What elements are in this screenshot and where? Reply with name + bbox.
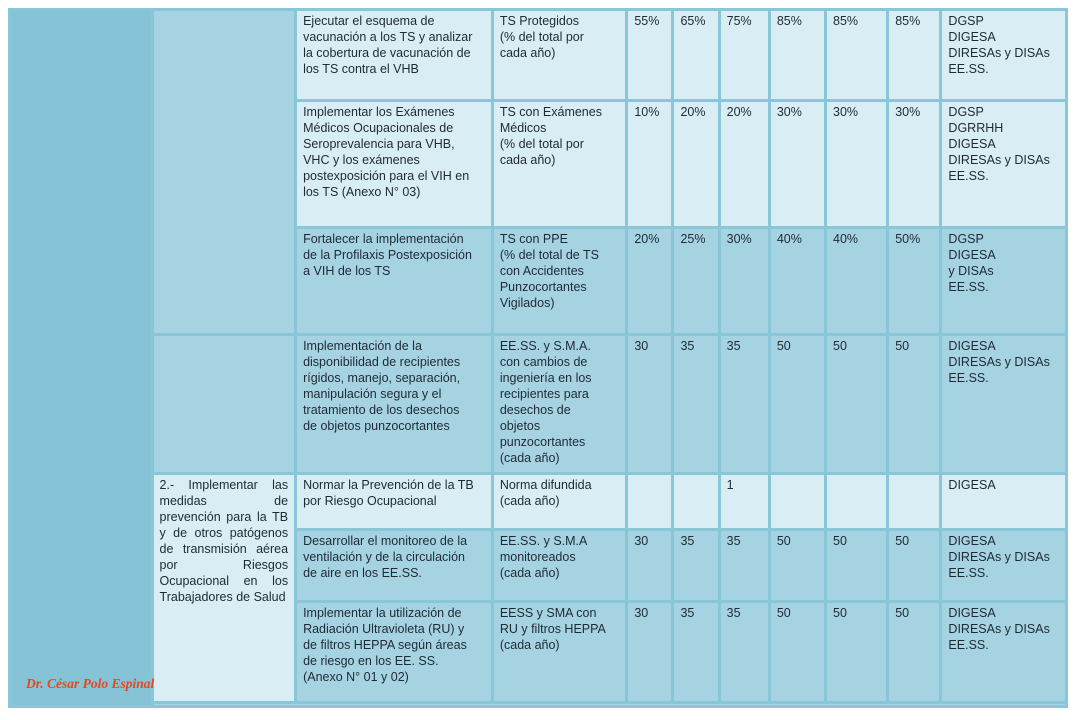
value-cell: 30% — [827, 102, 887, 226]
table-row: Implementar los Exámenes Médicos Ocupacio… — [11, 102, 1065, 226]
value-cell: 30 — [628, 531, 672, 600]
value-cell: 85% — [827, 11, 887, 100]
activity-cell: Fortalecer la implementación de la Profil… — [297, 228, 491, 333]
value-cell: 1 — [720, 475, 768, 529]
spacer-cell — [153, 703, 1065, 705]
value-cell: 50 — [889, 602, 940, 701]
value-cell: 35 — [720, 531, 768, 600]
value-cell — [827, 475, 887, 529]
objective-cell-empty — [153, 11, 295, 333]
value-cell: 35 — [720, 602, 768, 701]
value-cell: 50 — [827, 602, 887, 701]
value-cell: 40% — [827, 228, 887, 333]
author-credit: Dr. César Polo Espinal — [26, 676, 155, 691]
table-row: Desarrollar el monitoreo de la ventilació… — [11, 531, 1065, 600]
value-cell: 75% — [720, 11, 768, 100]
value-cell: 35 — [720, 335, 768, 473]
value-cell: 25% — [674, 228, 718, 333]
table-row: Ejecutar el esquema de vacunación a los T… — [11, 11, 1065, 705]
objective-cell: 2.- Implementar las medidas de prevenció… — [153, 475, 295, 701]
left-margin-cell — [11, 11, 151, 705]
value-cell: 30% — [720, 228, 768, 333]
table-row: Fortalecer la implementación de la Profil… — [11, 228, 1065, 333]
activity-cell: Implementar los Exámenes Médicos Ocupacio… — [297, 102, 491, 226]
value-cell: 30 — [628, 335, 672, 473]
value-cell: 65% — [674, 11, 718, 100]
indicator-cell: TS con PPE (% del total de TS con Accident… — [493, 228, 626, 333]
value-cell: 35 — [674, 335, 718, 473]
value-cell: 50 — [770, 531, 825, 600]
activity-cell: Implementación de la disponibilidad de re… — [297, 335, 491, 473]
table-row: 2.- Implementar las medidas de prevenció… — [11, 475, 1065, 701]
indicator-cell: EE.SS. y S.M.A monitoreados (cada año) — [493, 531, 626, 600]
value-cell — [889, 475, 940, 529]
indicator-cell: Norma difundida (cada año) — [493, 475, 626, 529]
value-cell: 55% — [628, 11, 672, 100]
value-cell: 50 — [889, 531, 940, 600]
value-cell: 85% — [889, 11, 940, 100]
value-cell: 30 — [628, 602, 672, 701]
value-cell: 20% — [720, 102, 768, 226]
value-cell: 40% — [770, 228, 825, 333]
responsible-cell: DGSP DIGESA DIRESAs y DISAs EE.SS. — [942, 11, 1065, 100]
activity-cell: Ejecutar el esquema de vacunación a los T… — [297, 11, 491, 100]
value-cell: 50 — [770, 602, 825, 701]
indicator-cell: EESS y SMA con RU y filtros HEPPA (cada añ… — [493, 602, 626, 701]
value-cell: 30% — [889, 102, 940, 226]
strategic-plan-table: Ejecutar el esquema de vacunación a los T… — [8, 8, 1068, 708]
responsible-cell: DIGESA DIRESAs y DISAs EE.SS. — [942, 335, 1065, 473]
indicator-cell: EE.SS. y S.M.A. con cambios de ingeniería … — [493, 335, 626, 473]
value-cell: 35 — [674, 602, 718, 701]
table-row-spacer — [11, 703, 1065, 705]
value-cell: 50 — [770, 335, 825, 473]
value-cell — [674, 475, 718, 529]
responsible-cell: DGSP DIGESA y DISAs EE.SS. — [942, 228, 1065, 333]
objective-cell-empty — [153, 335, 295, 473]
responsible-cell: DGSP DGRRHH DIGESA DIRESAs y DISAs EE.SS. — [942, 102, 1065, 226]
table-row: Implementación de la disponibilidad de re… — [11, 335, 1065, 473]
value-cell: 30% — [770, 102, 825, 226]
responsible-cell: DIGESA DIRESAs y DISAs EE.SS. — [942, 531, 1065, 600]
table-frame: Ejecutar el esquema de vacunación a los T… — [8, 8, 1068, 708]
value-cell: 85% — [770, 11, 825, 100]
value-cell: 50 — [827, 531, 887, 600]
responsible-cell: DIGESA DIRESAs y DISAs EE.SS. — [942, 602, 1065, 701]
value-cell: 20% — [628, 228, 672, 333]
value-cell — [770, 475, 825, 529]
value-cell: 50 — [827, 335, 887, 473]
value-cell: 50 — [889, 335, 940, 473]
value-cell — [628, 475, 672, 529]
value-cell: 35 — [674, 531, 718, 600]
value-cell: 10% — [628, 102, 672, 226]
activity-cell: Normar la Prevención de la TB por Riesgo … — [297, 475, 491, 529]
value-cell: 20% — [674, 102, 718, 226]
table-row: Implementar la utilización de Radiación U… — [11, 602, 1065, 701]
value-cell: 50% — [889, 228, 940, 333]
indicator-cell: TS con Exámenes Médicos (% del total por ca… — [493, 102, 626, 226]
indicator-cell: TS Protegidos (% del total por cada año) — [493, 11, 626, 100]
activity-cell: Desarrollar el monitoreo de la ventilació… — [297, 531, 491, 600]
activity-cell: Implementar la utilización de Radiación U… — [297, 602, 491, 701]
responsible-cell: DIGESA — [942, 475, 1065, 529]
